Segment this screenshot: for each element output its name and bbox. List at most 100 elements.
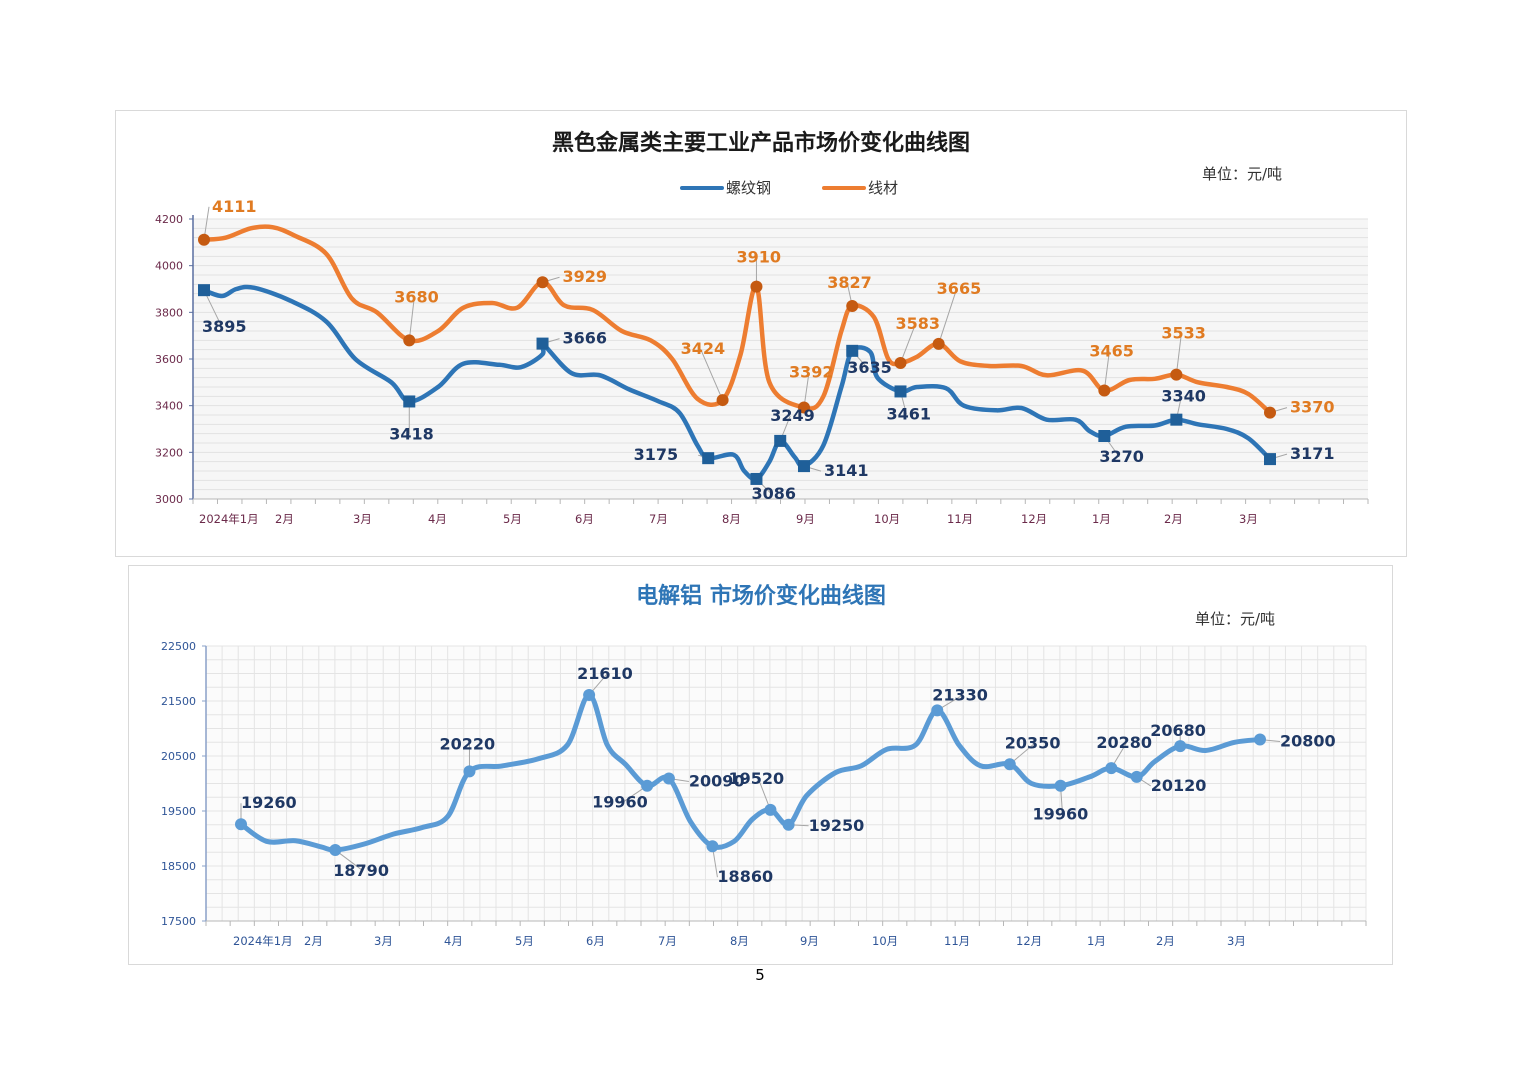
data-point-marker bbox=[198, 284, 210, 297]
data-label: 3270 bbox=[1099, 447, 1144, 466]
x-tick-label: 12月 bbox=[1021, 512, 1047, 526]
data-point-marker bbox=[797, 401, 810, 414]
data-point-marker bbox=[702, 452, 715, 465]
data-point-marker bbox=[1003, 758, 1016, 771]
series-line-rebar bbox=[201, 284, 1273, 482]
data-label: 3827 bbox=[827, 273, 872, 292]
data-label-leader bbox=[1103, 351, 1110, 391]
data-label: 3910 bbox=[736, 248, 781, 267]
data-point-marker bbox=[1254, 733, 1266, 746]
aluminum-chart: 17500 18500 19500 20500 21500 22500 2024年1月 2月 3… bbox=[161, 583, 1367, 948]
data-point-marker bbox=[932, 337, 945, 350]
data-point-marker bbox=[1098, 430, 1111, 442]
data-point-marker bbox=[536, 337, 549, 350]
data-point-marker bbox=[894, 385, 907, 398]
data-point-marker bbox=[1098, 384, 1111, 397]
x-tick-label: 11月 bbox=[947, 512, 973, 526]
data-point-marker bbox=[1130, 770, 1143, 783]
x-tick-label: 10月 bbox=[874, 512, 900, 526]
x-tick-label: 3月 bbox=[374, 934, 393, 948]
y-tick-label: 22500 bbox=[161, 640, 196, 653]
y-tick-label: 3200 bbox=[155, 446, 183, 459]
y-tick-label: 21500 bbox=[161, 695, 196, 708]
x-tick-label: 1月 bbox=[1092, 512, 1111, 526]
x-tick-label: 8月 bbox=[730, 934, 749, 948]
y-tick-label: 18500 bbox=[161, 860, 196, 873]
x-tick-label: 10月 bbox=[872, 934, 898, 948]
data-label: 3175 bbox=[634, 445, 679, 464]
data-label-leader bbox=[408, 297, 415, 341]
series-line-wire-rod bbox=[201, 224, 1273, 415]
data-label: 3171 bbox=[1290, 444, 1335, 463]
data-point-marker bbox=[706, 840, 719, 853]
data-point-marker bbox=[403, 395, 416, 408]
steel-chart-panel: 3000 3200 3400 3600 3800 4000 4200 2024年1月 2月 3月 4… bbox=[115, 110, 1407, 557]
data-label: 3929 bbox=[563, 267, 608, 286]
data-point-marker bbox=[894, 356, 907, 369]
data-point-marker bbox=[403, 334, 416, 347]
unit-label: 单位：元/吨 bbox=[1195, 610, 1275, 628]
steel-chart: 3000 3200 3400 3600 3800 4000 4200 2024年1月 2月 3月 4… bbox=[155, 130, 1369, 526]
y-tick-label: 3400 bbox=[155, 400, 183, 413]
data-label: 3392 bbox=[789, 363, 834, 382]
y-tick-label: 20500 bbox=[161, 750, 196, 763]
data-label: 21610 bbox=[577, 664, 633, 683]
y-tick-label: 3800 bbox=[155, 306, 183, 319]
data-label: 3680 bbox=[394, 287, 439, 306]
chart-title: 黑色金属类主要工业产品市场价变化曲线图 bbox=[552, 130, 970, 156]
data-label: 20280 bbox=[1096, 733, 1152, 752]
data-point-marker bbox=[782, 818, 795, 831]
data-label-leader bbox=[203, 289, 223, 328]
series-line-aluminum bbox=[238, 692, 1263, 853]
data-label: 19960 bbox=[592, 793, 648, 812]
data-point-marker bbox=[641, 779, 654, 792]
data-point-marker bbox=[536, 276, 549, 289]
data-label: 3533 bbox=[1161, 324, 1206, 343]
x-tick-label: 9月 bbox=[796, 512, 815, 526]
x-tick-label: 2月 bbox=[1164, 512, 1183, 526]
x-tick-label: 4月 bbox=[444, 934, 463, 948]
data-label: 3141 bbox=[824, 461, 869, 480]
data-point-marker bbox=[662, 772, 675, 785]
data-point-marker bbox=[329, 844, 342, 857]
page-number: 5 bbox=[755, 966, 765, 984]
x-tick-label: 7月 bbox=[649, 512, 668, 526]
unit-label: 单位：元/吨 bbox=[1202, 165, 1282, 183]
data-point-marker bbox=[774, 434, 787, 447]
x-tick-label: 5月 bbox=[515, 934, 534, 948]
y-tick-label: 3000 bbox=[155, 493, 183, 506]
data-label: 20220 bbox=[439, 734, 495, 753]
data-label: 3666 bbox=[563, 329, 608, 348]
x-tick-label: 2月 bbox=[304, 934, 323, 948]
data-label: 18790 bbox=[333, 861, 389, 880]
legend-label: 线材 bbox=[868, 179, 898, 197]
data-label: 19520 bbox=[728, 769, 784, 788]
x-tick-label: 1月 bbox=[1087, 934, 1106, 948]
data-label: 3418 bbox=[389, 424, 434, 443]
x-tick-label: 3月 bbox=[1239, 512, 1258, 526]
x-tick-label: 2月 bbox=[1156, 934, 1175, 948]
data-label: 3340 bbox=[1161, 387, 1206, 406]
x-tick-label: 2月 bbox=[275, 512, 294, 526]
data-point-marker bbox=[1054, 779, 1067, 792]
data-point-marker bbox=[931, 704, 944, 717]
y-tick-label: 4200 bbox=[155, 213, 183, 226]
x-tick-label: 6月 bbox=[586, 934, 605, 948]
data-label: 18860 bbox=[717, 867, 773, 886]
data-point-marker bbox=[797, 460, 810, 473]
data-label: 21330 bbox=[932, 685, 988, 704]
data-point-marker bbox=[846, 300, 859, 313]
data-label: 20680 bbox=[1150, 721, 1206, 740]
data-point-marker bbox=[750, 472, 763, 485]
data-point-marker bbox=[716, 394, 729, 407]
data-point-marker bbox=[1264, 453, 1276, 466]
x-tick-label: 5月 bbox=[503, 512, 522, 526]
data-point-marker bbox=[1170, 413, 1183, 426]
data-label-leader bbox=[938, 288, 958, 344]
x-tick-label: 2024年1月 bbox=[233, 934, 293, 948]
y-tick-label: 4000 bbox=[155, 260, 183, 273]
data-label: 3461 bbox=[887, 404, 932, 423]
x-tick-label: 4月 bbox=[428, 512, 447, 526]
x-tick-label: 11月 bbox=[944, 934, 970, 948]
data-point-marker bbox=[1105, 762, 1118, 775]
